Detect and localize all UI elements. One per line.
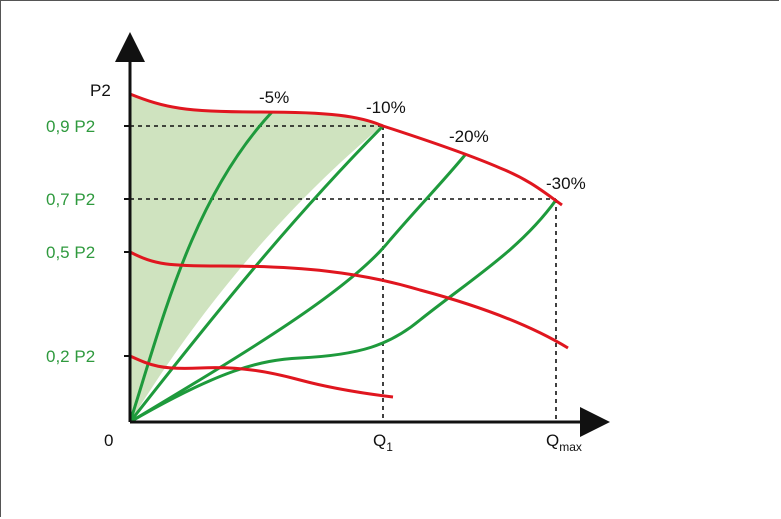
y-tick-label: 0,9 P2 <box>46 117 95 136</box>
axes <box>115 32 610 437</box>
power-curve-top <box>129 92 563 207</box>
x-tick-label-qmax: Qmax <box>546 431 582 454</box>
speed-curve-30 <box>129 199 558 424</box>
power-curve-bottom <box>129 354 394 399</box>
curve-label: -30% <box>546 174 586 193</box>
origin-label: 0 <box>104 431 113 450</box>
curve-label: -5% <box>259 88 289 107</box>
curve-label: -10% <box>366 98 406 117</box>
shaded-operating-area <box>130 95 383 422</box>
speed-curve-20 <box>129 154 467 424</box>
y-tick-label: 0,2 P2 <box>46 347 95 366</box>
power-curve-middle <box>129 250 569 350</box>
tick-marks <box>124 125 130 357</box>
power-curves <box>129 92 569 399</box>
curve-label: -20% <box>449 127 489 146</box>
y-tick-label: 0,7 P2 <box>46 190 95 209</box>
y-tick-label: 0,5 P2 <box>46 243 95 262</box>
dashed-guides <box>130 125 557 422</box>
y-axis-label: P2 <box>90 81 111 100</box>
speed-curve-10 <box>128 124 385 423</box>
x-tick-label-q1: Q1 <box>373 431 393 454</box>
